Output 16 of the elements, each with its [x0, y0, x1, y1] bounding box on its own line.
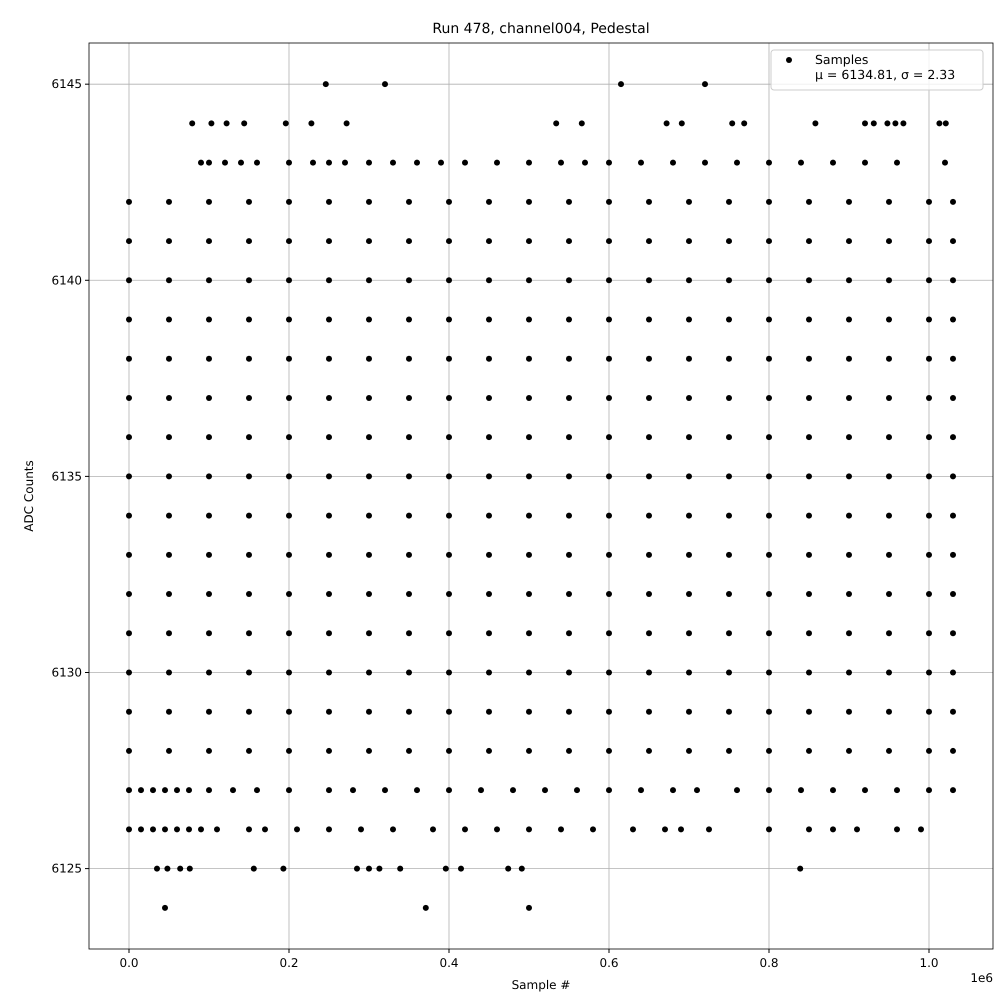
x-tick-label: 0.2 — [279, 956, 299, 970]
x-tick-label: 0.6 — [599, 956, 619, 970]
chart-title: Run 478, channel004, Pedestal — [432, 21, 650, 37]
y-tick-label: 6140 — [51, 273, 82, 288]
y-tick-label: 6125 — [51, 862, 82, 876]
x-tick-label: 0.8 — [759, 956, 779, 970]
legend-label: Samples μ = 6134.81, σ = 2.33 — [815, 52, 956, 82]
x-axis-title: Sample # — [512, 978, 570, 992]
x-tick-label: 0.4 — [439, 956, 459, 970]
y-axis-title: ADC Counts — [22, 460, 36, 532]
x-tick-label: 1.0 — [919, 956, 939, 970]
y-tick-label: 6130 — [51, 665, 82, 680]
y-tick-label: 6135 — [51, 469, 82, 484]
y-tick-label: 6145 — [51, 77, 82, 92]
text: 1e6 — [970, 971, 993, 985]
x-tick-label: 0.0 — [119, 956, 139, 970]
